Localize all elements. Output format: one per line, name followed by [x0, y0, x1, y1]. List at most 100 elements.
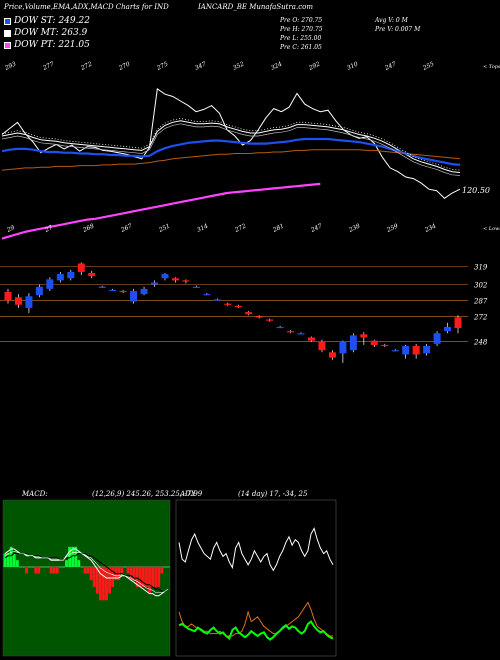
- top-label: 270: [117, 61, 131, 73]
- candle-body: [444, 326, 452, 332]
- ema-dotted-line: [1, 118, 461, 171]
- ema-series-dow_st: [1, 137, 461, 166]
- macd-hist-bar: [92, 566, 96, 587]
- candle-body: [402, 345, 410, 355]
- candle-body: [140, 288, 148, 295]
- site-label: IANCARD_BE MunafaSutra.com: [198, 3, 313, 11]
- top-label: 292: [307, 61, 321, 73]
- candle-body: [412, 345, 420, 355]
- ema-band-line: [1, 123, 461, 176]
- ema-series-dow_pt: [1, 182, 321, 240]
- macd-hist-bar: [52, 566, 56, 574]
- candle-body: [25, 296, 33, 308]
- macd-hist-bar: [25, 566, 28, 574]
- candle-body: [318, 341, 326, 351]
- candle-body: [276, 326, 284, 329]
- candle-body: [119, 290, 127, 293]
- candle-body: [297, 333, 305, 335]
- adx-label: ADX: [179, 490, 197, 498]
- ema-series-price: [1, 88, 461, 199]
- top-label: 277: [41, 61, 55, 73]
- legend-label: DOW PT: 221.05: [14, 40, 90, 50]
- bottom-label: 268: [81, 223, 95, 235]
- candle-body: [328, 352, 336, 358]
- candle-body: [98, 286, 106, 288]
- macd-hist-bar: [166, 566, 170, 568]
- lows-label: < Lows: [483, 226, 500, 232]
- level-label: 248: [473, 339, 488, 347]
- ema-series-ema_brown: [1, 149, 461, 171]
- candle-body: [35, 286, 43, 296]
- tops-label: < Tops: [483, 64, 500, 70]
- top-label: 352: [232, 61, 246, 72]
- stat-pre-open: Pre O: 270.75: [280, 17, 323, 24]
- bottom-label: 251: [157, 223, 171, 235]
- candle-body: [266, 319, 274, 321]
- macd-hist-bar: [68, 546, 71, 567]
- level-label: 287: [473, 297, 488, 305]
- macd-hist-bar: [135, 566, 139, 587]
- macd-hist-bar: [157, 566, 161, 587]
- candle-body: [339, 341, 347, 354]
- legend-swatch-icon: [4, 29, 11, 37]
- bottom-label: 281: [271, 223, 285, 235]
- candle-body: [192, 286, 200, 288]
- macd-panel: MACD: (12,26,9) 245.26, 253.25, -7.99: [2, 490, 203, 657]
- candle-body: [109, 289, 117, 292]
- macd-hist-bar: [154, 566, 158, 587]
- stat-avg-volume: Avg V: 0 M: [375, 17, 408, 24]
- macd-hist-bar: [40, 566, 44, 568]
- top-label: 310: [346, 61, 360, 72]
- bottom-label: 27: [43, 224, 54, 234]
- top-label: 255: [421, 61, 435, 73]
- macd-hist-bar: [129, 566, 133, 581]
- chart-title: Price,Volume,EMA,ADX,MACD Charts for IND: [4, 3, 169, 11]
- macd-hist-bar: [22, 566, 25, 568]
- candle-body: [454, 317, 462, 328]
- macd-hist-bar: [98, 566, 102, 601]
- macd-hist-bar: [89, 566, 93, 581]
- macd-hist-bar: [12, 553, 16, 567]
- macd-hist-bar: [34, 566, 38, 574]
- legend-swatch-icon: [4, 17, 11, 25]
- macd-hist-bar: [65, 560, 68, 567]
- candle-body: [224, 303, 232, 305]
- macd-hist-bar: [74, 546, 78, 567]
- candle-body: [77, 263, 85, 272]
- candle-body: [14, 297, 22, 305]
- macd-hist-bar: [18, 566, 22, 568]
- stat-pre-close: Pre C: 261.05: [280, 44, 322, 51]
- last-value-label: 120.50: [462, 186, 490, 195]
- adx-values: (14 day) 17, -34, 25: [238, 490, 308, 498]
- adx-line: [178, 620, 334, 641]
- minus-di-line: [178, 601, 333, 637]
- macd-hist-bar: [49, 566, 53, 574]
- macd-hist-bar: [132, 566, 136, 581]
- macd-avg-line: [4, 550, 169, 593]
- top-label: 272: [79, 61, 93, 73]
- plus-di-line: [178, 527, 334, 572]
- ema-series-dow_mt: [1, 120, 461, 173]
- macd-hist-bar: [62, 566, 65, 568]
- legend-label: DOW ST: 249.22: [14, 16, 90, 26]
- macd-hist-bar: [126, 566, 130, 574]
- ema-panel: 120.50 293 277 272 270 275 347 352 324 292 310 247 2…: [1, 61, 500, 240]
- candle-body: [349, 335, 357, 351]
- legend-swatch-icon: [4, 41, 11, 49]
- candle-body: [4, 292, 12, 301]
- macd-hist-bar: [43, 566, 47, 568]
- candle-body: [433, 333, 441, 344]
- macd-hist-bar: [145, 566, 148, 587]
- macd-hist-bar: [108, 566, 111, 594]
- macd-hist-bar: [3, 553, 7, 567]
- candle-body: [234, 305, 242, 307]
- candle-body: [255, 316, 263, 318]
- candle-body: [391, 350, 399, 352]
- candle-body: [360, 334, 368, 338]
- macd-hist-bar: [141, 566, 145, 587]
- bottom-label: 272: [233, 223, 247, 235]
- candle-panel: 319 302 287 272 248: [0, 262, 488, 363]
- candle-body: [203, 294, 211, 296]
